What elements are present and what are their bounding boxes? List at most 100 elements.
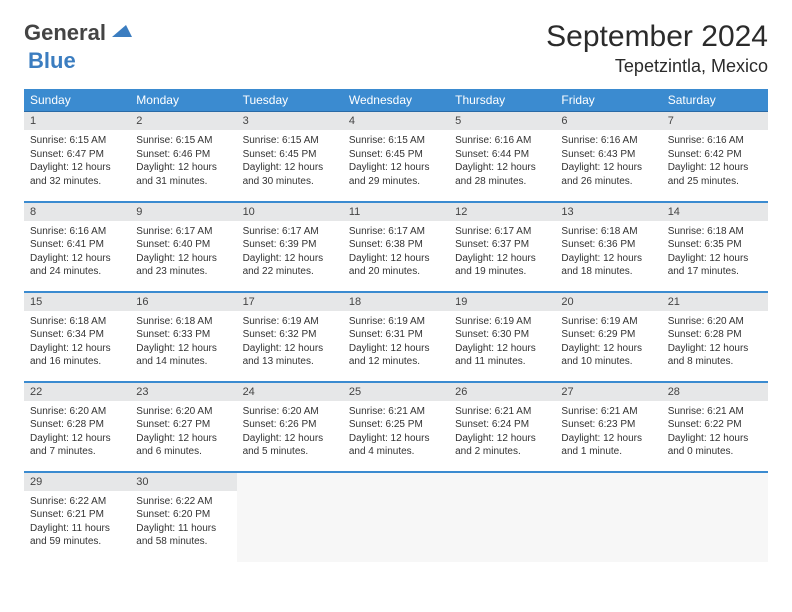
sunset-text: Sunset: 6:47 PM [30,148,124,162]
calendar-cell [343,472,449,562]
sunrise-text: Sunrise: 6:17 AM [349,225,443,239]
sunrise-text: Sunrise: 6:16 AM [455,134,549,148]
sunset-text: Sunset: 6:40 PM [136,238,230,252]
calendar-cell: 3Sunrise: 6:15 AMSunset: 6:45 PMDaylight… [237,112,343,202]
sunrise-text: Sunrise: 6:17 AM [455,225,549,239]
calendar-cell: 18Sunrise: 6:19 AMSunset: 6:31 PMDayligh… [343,292,449,382]
calendar-cell [237,472,343,562]
daylight-text: Daylight: 12 hours and 32 minutes. [30,161,124,188]
calendar-cell: 7Sunrise: 6:16 AMSunset: 6:42 PMDaylight… [662,112,768,202]
day-number: 28 [662,383,768,401]
day-number: 14 [662,203,768,221]
calendar-cell: 21Sunrise: 6:20 AMSunset: 6:28 PMDayligh… [662,292,768,382]
day-content: Sunrise: 6:21 AMSunset: 6:25 PMDaylight:… [343,401,449,465]
day-content: Sunrise: 6:15 AMSunset: 6:45 PMDaylight:… [237,130,343,194]
sunset-text: Sunset: 6:45 PM [349,148,443,162]
sunrise-text: Sunrise: 6:15 AM [136,134,230,148]
calendar-cell: 27Sunrise: 6:21 AMSunset: 6:23 PMDayligh… [555,382,661,472]
weekday-header: Thursday [449,89,555,112]
daylight-text: Daylight: 12 hours and 20 minutes. [349,252,443,279]
day-content: Sunrise: 6:19 AMSunset: 6:31 PMDaylight:… [343,311,449,375]
calendar-cell: 29Sunrise: 6:22 AMSunset: 6:21 PMDayligh… [24,472,130,562]
daylight-text: Daylight: 12 hours and 7 minutes. [30,432,124,459]
calendar-cell: 11Sunrise: 6:17 AMSunset: 6:38 PMDayligh… [343,202,449,292]
day-content: Sunrise: 6:21 AMSunset: 6:22 PMDaylight:… [662,401,768,465]
calendar-cell: 12Sunrise: 6:17 AMSunset: 6:37 PMDayligh… [449,202,555,292]
daylight-text: Daylight: 12 hours and 16 minutes. [30,342,124,369]
day-number: 22 [24,383,130,401]
day-content: Sunrise: 6:16 AMSunset: 6:42 PMDaylight:… [662,130,768,194]
daylight-text: Daylight: 12 hours and 19 minutes. [455,252,549,279]
sunset-text: Sunset: 6:34 PM [30,328,124,342]
day-number: 25 [343,383,449,401]
title-block: September 2024 Tepetzintla, Mexico [546,20,768,77]
day-content: Sunrise: 6:19 AMSunset: 6:32 PMDaylight:… [237,311,343,375]
sunrise-text: Sunrise: 6:19 AM [349,315,443,329]
day-content: Sunrise: 6:20 AMSunset: 6:28 PMDaylight:… [24,401,130,465]
day-number: 1 [24,112,130,130]
daylight-text: Daylight: 12 hours and 17 minutes. [668,252,762,279]
calendar-cell: 13Sunrise: 6:18 AMSunset: 6:36 PMDayligh… [555,202,661,292]
sunset-text: Sunset: 6:36 PM [561,238,655,252]
sunrise-text: Sunrise: 6:21 AM [349,405,443,419]
calendar-cell [449,472,555,562]
calendar-cell: 20Sunrise: 6:19 AMSunset: 6:29 PMDayligh… [555,292,661,382]
calendar-week-row: 1Sunrise: 6:15 AMSunset: 6:47 PMDaylight… [24,112,768,202]
day-number: 7 [662,112,768,130]
day-number: 19 [449,293,555,311]
day-content: Sunrise: 6:16 AMSunset: 6:44 PMDaylight:… [449,130,555,194]
sunset-text: Sunset: 6:28 PM [668,328,762,342]
sunrise-text: Sunrise: 6:18 AM [136,315,230,329]
daylight-text: Daylight: 11 hours and 58 minutes. [136,522,230,549]
daylight-text: Daylight: 12 hours and 14 minutes. [136,342,230,369]
day-content: Sunrise: 6:18 AMSunset: 6:33 PMDaylight:… [130,311,236,375]
day-content: Sunrise: 6:20 AMSunset: 6:28 PMDaylight:… [662,311,768,375]
daylight-text: Daylight: 12 hours and 30 minutes. [243,161,337,188]
day-content: Sunrise: 6:20 AMSunset: 6:27 PMDaylight:… [130,401,236,465]
sunset-text: Sunset: 6:38 PM [349,238,443,252]
day-number: 4 [343,112,449,130]
sunset-text: Sunset: 6:32 PM [243,328,337,342]
sunrise-text: Sunrise: 6:18 AM [668,225,762,239]
day-number: 20 [555,293,661,311]
sunset-text: Sunset: 6:45 PM [243,148,337,162]
day-number: 16 [130,293,236,311]
day-content: Sunrise: 6:21 AMSunset: 6:24 PMDaylight:… [449,401,555,465]
calendar-cell: 10Sunrise: 6:17 AMSunset: 6:39 PMDayligh… [237,202,343,292]
day-content: Sunrise: 6:16 AMSunset: 6:41 PMDaylight:… [24,221,130,285]
calendar-cell: 25Sunrise: 6:21 AMSunset: 6:25 PMDayligh… [343,382,449,472]
day-content: Sunrise: 6:21 AMSunset: 6:23 PMDaylight:… [555,401,661,465]
daylight-text: Daylight: 12 hours and 4 minutes. [349,432,443,459]
sunset-text: Sunset: 6:39 PM [243,238,337,252]
daylight-text: Daylight: 12 hours and 26 minutes. [561,161,655,188]
calendar-week-row: 8Sunrise: 6:16 AMSunset: 6:41 PMDaylight… [24,202,768,292]
weekday-header-row: Sunday Monday Tuesday Wednesday Thursday… [24,89,768,112]
sunrise-text: Sunrise: 6:22 AM [136,495,230,509]
weekday-header: Monday [130,89,236,112]
calendar-body: 1Sunrise: 6:15 AMSunset: 6:47 PMDaylight… [24,112,768,562]
sunset-text: Sunset: 6:35 PM [668,238,762,252]
sunset-text: Sunset: 6:29 PM [561,328,655,342]
day-content: Sunrise: 6:17 AMSunset: 6:37 PMDaylight:… [449,221,555,285]
day-number: 21 [662,293,768,311]
calendar-week-row: 22Sunrise: 6:20 AMSunset: 6:28 PMDayligh… [24,382,768,472]
daylight-text: Daylight: 12 hours and 6 minutes. [136,432,230,459]
daylight-text: Daylight: 12 hours and 2 minutes. [455,432,549,459]
day-content: Sunrise: 6:18 AMSunset: 6:34 PMDaylight:… [24,311,130,375]
sunrise-text: Sunrise: 6:19 AM [455,315,549,329]
sunset-text: Sunset: 6:22 PM [668,418,762,432]
month-title: September 2024 [546,20,768,54]
weekday-header: Sunday [24,89,130,112]
daylight-text: Daylight: 12 hours and 12 minutes. [349,342,443,369]
day-content: Sunrise: 6:19 AMSunset: 6:30 PMDaylight:… [449,311,555,375]
daylight-text: Daylight: 12 hours and 11 minutes. [455,342,549,369]
day-number: 2 [130,112,236,130]
sunrise-text: Sunrise: 6:19 AM [243,315,337,329]
calendar-cell: 6Sunrise: 6:16 AMSunset: 6:43 PMDaylight… [555,112,661,202]
sunrise-text: Sunrise: 6:15 AM [349,134,443,148]
day-content: Sunrise: 6:15 AMSunset: 6:47 PMDaylight:… [24,130,130,194]
calendar-cell: 2Sunrise: 6:15 AMSunset: 6:46 PMDaylight… [130,112,236,202]
daylight-text: Daylight: 12 hours and 29 minutes. [349,161,443,188]
calendar-cell: 5Sunrise: 6:16 AMSunset: 6:44 PMDaylight… [449,112,555,202]
sunrise-text: Sunrise: 6:20 AM [668,315,762,329]
